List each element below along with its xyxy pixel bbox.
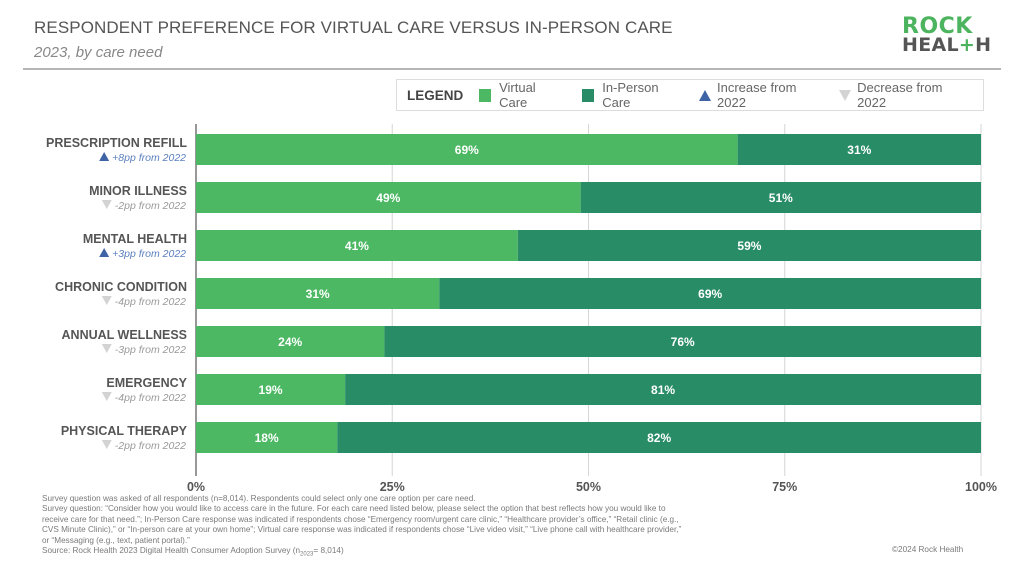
legend-item-virtual-care: Virtual Care (479, 80, 566, 110)
category-label: PRESCRIPTION REFILL (46, 136, 187, 150)
triangle-up-icon (99, 152, 110, 161)
copyright: ©2024 Rock Health (892, 545, 964, 554)
data-label: 81% (651, 383, 675, 397)
in-person-care-bar (580, 182, 981, 213)
rock-health-logo: ROCK HEAL+H (902, 14, 991, 55)
triangle-down-icon (101, 440, 112, 449)
virtual-care-bar (196, 134, 738, 165)
header-divider (23, 68, 1001, 70)
virtual-care-bar (196, 182, 581, 213)
triangle-down-icon (101, 200, 112, 209)
category-label: CHRONIC CONDITION (55, 280, 187, 294)
decrease-annotation: -2pp from 2022 (115, 440, 186, 452)
chart-title: RESPONDENT PREFERENCE FOR VIRTUAL CARE V… (34, 18, 673, 37)
in-person-care-bar (737, 134, 981, 165)
footnote-line: CVS Minute Clinic),” or “In-person care … (42, 525, 682, 535)
legend-title: LEGEND (407, 87, 464, 103)
virtual-care-bar (196, 230, 518, 261)
x-tick-label: 0% (187, 480, 205, 494)
x-tick-label: 50% (576, 480, 601, 494)
data-label: 24% (278, 335, 302, 349)
logo-line-2: HEAL+H (902, 36, 991, 55)
data-label: 82% (647, 431, 671, 445)
in-person-care-bar (517, 230, 981, 261)
triangle-down-icon (101, 296, 112, 305)
legend-item-increase: Increase from 2022 (699, 80, 827, 110)
virtual-care-bar (196, 422, 338, 453)
category-label: EMERGENCY (106, 376, 187, 390)
x-tick-label: 100% (965, 480, 997, 494)
triangle-down-icon (101, 392, 112, 401)
footnote-line: Survey question: “Consider how you would… (42, 504, 666, 514)
data-label: 69% (455, 143, 479, 157)
legend-label: Virtual Care (499, 80, 536, 110)
footnote-line: or “Messaging (e.g., text, patient porta… (42, 535, 190, 545)
triangle-down-icon (101, 344, 112, 353)
logo-line-1: ROCK (902, 14, 973, 39)
virtual-care-bar (196, 278, 440, 309)
category-label: ANNUAL WELLNESS (62, 328, 187, 342)
category-label: MINOR ILLNESS (89, 184, 187, 198)
data-label: 59% (737, 239, 761, 253)
in-person-care-bar (439, 278, 982, 309)
legend-item-decrease: Decrease from 2022 (839, 80, 973, 110)
legend-item-in-person-care: In-Person Care (582, 80, 689, 110)
x-tick-label: 75% (772, 480, 797, 494)
data-label: 31% (847, 143, 871, 157)
decrease-annotation: -4pp from 2022 (115, 296, 186, 308)
increase-annotation: +8pp from 2022 (112, 152, 186, 164)
footnote-line: Survey question was asked of all respond… (42, 494, 476, 503)
logo-plus-icon: + (958, 34, 976, 56)
virtual-care-swatch-icon (479, 88, 492, 102)
increase-annotation: +3pp from 2022 (112, 248, 186, 260)
legend: LEGEND Virtual Care In-Person Care Incre… (396, 79, 984, 111)
category-label: PHYSICAL THERAPY (61, 424, 188, 438)
category-label: MENTAL HEALTH (83, 232, 187, 246)
data-label: 49% (376, 191, 400, 205)
in-person-care-swatch-icon (582, 88, 595, 102)
data-label: 69% (698, 287, 722, 301)
chart-subtitle: 2023, by care need (34, 44, 163, 61)
virtual-care-bar (196, 374, 346, 405)
footnote-line: receive care for that need.”; In-Person … (42, 514, 679, 524)
logo-text-b: H (975, 34, 992, 56)
virtual-care-bar (196, 326, 385, 357)
legend-label: Decrease from 2022 (857, 80, 943, 110)
data-label: 76% (671, 335, 695, 349)
source-line: Source: Rock Health 2023 Digital Health … (42, 546, 344, 558)
decrease-annotation: -3pp from 2022 (115, 344, 186, 356)
triangle-up-icon (99, 248, 110, 257)
in-person-care-bar (345, 374, 981, 405)
x-tick-label: 25% (380, 480, 405, 494)
data-label: 19% (259, 383, 283, 397)
footnotes: Survey question was asked of all respond… (42, 494, 742, 560)
data-label: 31% (306, 287, 330, 301)
decrease-annotation: -2pp from 2022 (115, 200, 186, 212)
data-label: 41% (345, 239, 369, 253)
legend-label: In-Person Care (602, 80, 659, 110)
triangle-down-icon (839, 89, 852, 101)
in-person-care-bar (337, 422, 981, 453)
triangle-up-icon (699, 89, 712, 101)
data-label: 18% (255, 431, 279, 445)
decrease-annotation: -4pp from 2022 (115, 392, 186, 404)
logo-text-a: HEAL (902, 34, 959, 56)
data-label: 51% (769, 191, 793, 205)
in-person-care-bar (384, 326, 981, 357)
legend-label: Increase from 2022 (717, 80, 797, 110)
